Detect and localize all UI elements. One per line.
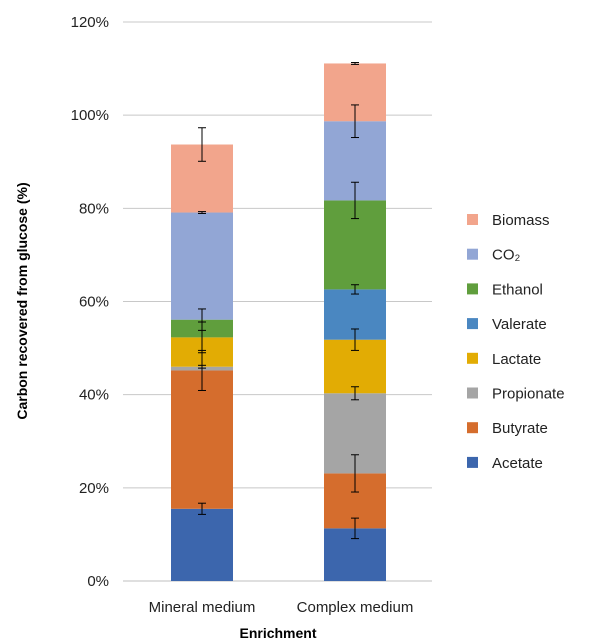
error-bar [351, 517, 359, 540]
x-tick-label: Mineral medium [149, 599, 256, 616]
y-tick-label: 60% [79, 294, 109, 311]
error-bar [351, 62, 359, 65]
legend-item: Propionate [467, 386, 565, 403]
x-tick-label: Complex medium [297, 599, 414, 616]
error-bar [198, 211, 206, 214]
legend-item: Biomass [467, 212, 550, 229]
legend-label: Propionate [492, 386, 565, 403]
error-bar [198, 127, 206, 162]
error-bar [351, 104, 359, 139]
legend-label: Acetate [492, 455, 543, 472]
legend-swatch [467, 352, 478, 364]
y-tick-label: 0% [87, 573, 109, 590]
legend-item: Valerate [467, 316, 547, 333]
legend-swatch [467, 387, 478, 399]
error-bar [351, 386, 359, 401]
legend-label: Butyrate [492, 420, 548, 437]
error-bars [198, 62, 359, 540]
legend-swatch [467, 456, 478, 468]
legend-label: CO₂ [492, 247, 521, 264]
x-tick-labels: Mineral medium Complex medium [149, 599, 414, 616]
legend-label: Valerate [492, 316, 547, 333]
error-bar [351, 284, 359, 295]
bar-segment [171, 508, 233, 581]
error-bar [351, 181, 359, 220]
x-axis-title: Enrichment [239, 625, 316, 641]
error-bar [198, 364, 206, 369]
y-tick-label: 100% [71, 107, 109, 124]
legend: Biomass CO₂ Ethanol Valerate Lactate Propiona… [467, 212, 565, 472]
legend-item: Butyrate [467, 420, 548, 437]
error-bar [351, 454, 359, 493]
y-tick-label: 120% [71, 14, 109, 31]
legend-label: Lactate [492, 351, 541, 368]
legend-item: CO₂ [467, 247, 521, 264]
error-bar [198, 308, 206, 331]
y-tick-label: 40% [79, 387, 109, 404]
legend-item: Lactate [467, 351, 541, 368]
legend-swatch [467, 318, 478, 330]
legend-item: Acetate [467, 455, 543, 472]
legend-swatch [467, 283, 478, 295]
legend-swatch [467, 214, 478, 225]
y-tick-labels: 0% 20% 40% 60% 80% 100% 120% [71, 14, 109, 590]
legend-item: Ethanol [467, 281, 543, 298]
legend-swatch [467, 248, 478, 260]
legend-label: Ethanol [492, 281, 543, 298]
y-tick-label: 20% [79, 480, 109, 497]
bar-segment [171, 370, 233, 509]
error-bar [198, 502, 206, 515]
bar-segment [171, 212, 233, 320]
y-axis-title: Carbon recovered from glucose (%) [14, 182, 30, 419]
legend-label: Biomass [492, 212, 550, 229]
legend-swatch [467, 422, 478, 434]
y-tick-label: 80% [79, 200, 109, 217]
error-bar [351, 328, 359, 351]
